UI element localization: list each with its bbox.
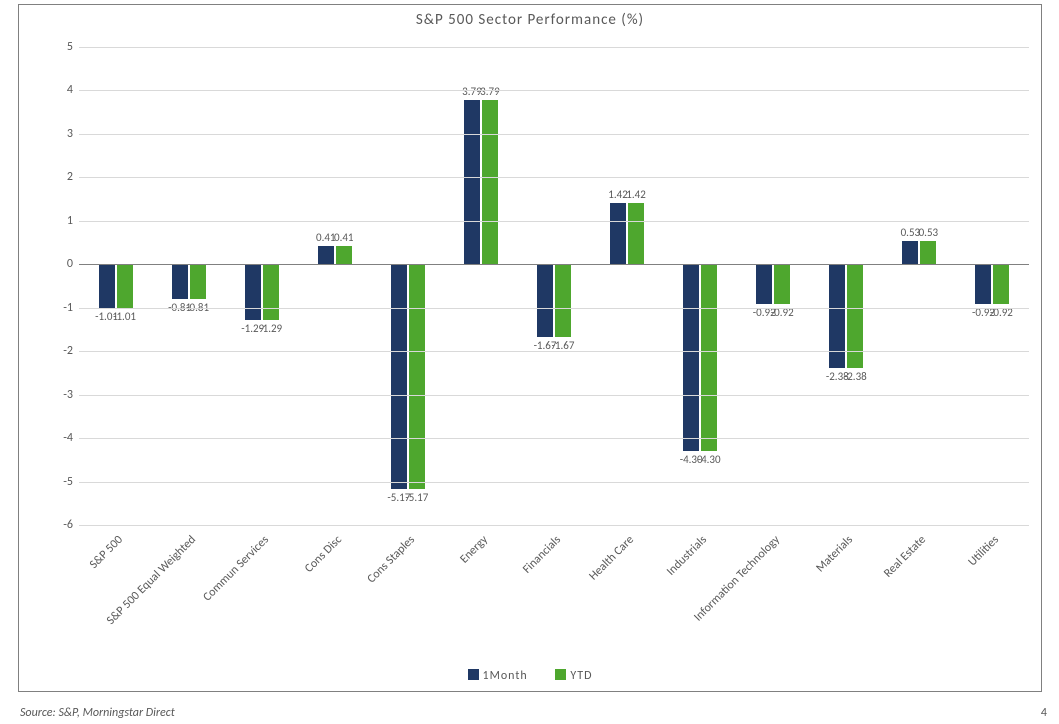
bar <box>555 264 571 337</box>
bar <box>391 264 407 489</box>
bar <box>975 264 991 304</box>
source-note: Source: S&P, Morningstar Direct <box>20 706 175 720</box>
category-label: S&P 500 Equal Weighted <box>75 533 198 656</box>
category-label: Industrials <box>587 533 710 656</box>
data-label: 0.41 <box>328 231 360 244</box>
category-label: Energy <box>368 533 491 656</box>
legend: 1Month YTD <box>19 669 1041 683</box>
data-label: -1.67 <box>547 339 579 352</box>
gridline <box>79 482 1029 483</box>
gridline <box>79 177 1029 178</box>
data-label: 1.42 <box>620 188 652 201</box>
category-label: Materials <box>733 533 856 656</box>
gridline <box>79 395 1029 396</box>
data-label: 0.53 <box>912 226 944 239</box>
gridline <box>79 221 1029 222</box>
page-number: 4 <box>1041 706 1047 720</box>
bar <box>263 264 279 320</box>
bar <box>701 264 717 451</box>
legend-swatch-ytd <box>555 669 566 680</box>
gridline <box>79 525 1029 526</box>
legend-label-ytd: YTD <box>570 669 592 683</box>
category-label: Financials <box>441 533 564 656</box>
category-label: Health Care <box>514 533 637 656</box>
data-label: -1.01 <box>109 310 141 323</box>
bars-layer: -1.01-1.01-0.81-0.81-1.29-1.290.410.41-5… <box>79 47 1029 525</box>
data-label: -5.17 <box>401 491 433 504</box>
y-axis-tick-label: -1 <box>45 301 73 315</box>
gridline <box>79 438 1029 439</box>
chart-title: S&P 500 Sector Performance (%) <box>19 11 1041 29</box>
gridline <box>79 134 1029 135</box>
y-axis-tick-label: 0 <box>45 257 73 271</box>
bar <box>190 264 206 299</box>
bar <box>117 264 133 308</box>
y-axis-tick-label: 1 <box>45 214 73 228</box>
y-axis-tick-label: 3 <box>45 127 73 141</box>
bar <box>172 264 188 299</box>
bar <box>628 203 644 265</box>
data-label: -4.30 <box>693 453 725 466</box>
category-label: Cons Disc <box>222 533 345 656</box>
legend-swatch-1month <box>468 669 479 680</box>
bar <box>993 264 1009 304</box>
y-axis-tick-label: 2 <box>45 170 73 184</box>
bar <box>482 100 498 265</box>
category-label: Information Technology <box>660 533 783 656</box>
legend-item-ytd: YTD <box>555 669 592 683</box>
category-label: S&P 500 <box>2 533 125 656</box>
gridline <box>79 264 1029 265</box>
category-label: Real Estate <box>806 533 929 656</box>
y-axis-tick-label: 5 <box>45 40 73 54</box>
bar <box>99 264 115 308</box>
data-label: -2.38 <box>839 370 871 383</box>
page-root: S&P 500 Sector Performance (%) -1.01-1.0… <box>0 0 1059 724</box>
gridline <box>79 90 1029 91</box>
bar <box>318 246 334 264</box>
bar <box>537 264 553 337</box>
plot-area: -1.01-1.01-0.81-0.81-1.29-1.290.410.41-5… <box>79 47 1029 525</box>
bar <box>336 246 352 264</box>
y-axis-tick-label: 4 <box>45 83 73 97</box>
legend-label-1month: 1Month <box>483 669 528 683</box>
bar <box>464 100 480 265</box>
data-label: -1.29 <box>255 322 287 335</box>
legend-item-1month: 1Month <box>468 669 528 683</box>
category-label: Utilities <box>879 533 1002 656</box>
category-label: Cons Staples <box>295 533 418 656</box>
y-axis-tick-label: -3 <box>45 388 73 402</box>
bar <box>683 264 699 451</box>
y-axis-tick-label: -4 <box>45 431 73 445</box>
y-axis-tick-label: -6 <box>45 518 73 532</box>
bar <box>756 264 772 304</box>
bar <box>610 203 626 265</box>
bar <box>245 264 261 320</box>
category-label: Commun Services <box>149 533 272 656</box>
chart-frame: S&P 500 Sector Performance (%) -1.01-1.0… <box>18 4 1042 692</box>
bar <box>409 264 425 489</box>
bar <box>920 241 936 264</box>
y-axis-tick-label: -2 <box>45 344 73 358</box>
gridline <box>79 351 1029 352</box>
gridline <box>79 308 1029 309</box>
gridline <box>79 47 1029 48</box>
bar <box>902 241 918 264</box>
bar <box>774 264 790 304</box>
y-axis-tick-label: -5 <box>45 475 73 489</box>
